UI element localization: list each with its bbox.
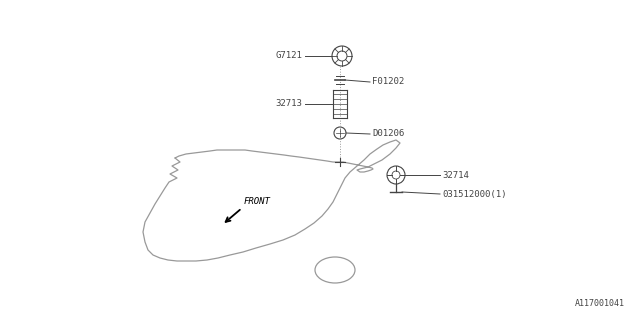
Text: G7121: G7121 [275, 52, 302, 60]
Text: A117001041: A117001041 [575, 299, 625, 308]
Text: 031512000(1): 031512000(1) [442, 189, 506, 198]
Text: FRONT: FRONT [244, 197, 271, 206]
Text: D01206: D01206 [372, 130, 404, 139]
Text: F01202: F01202 [372, 77, 404, 86]
Text: 32713: 32713 [275, 100, 302, 108]
Text: 32714: 32714 [442, 171, 469, 180]
